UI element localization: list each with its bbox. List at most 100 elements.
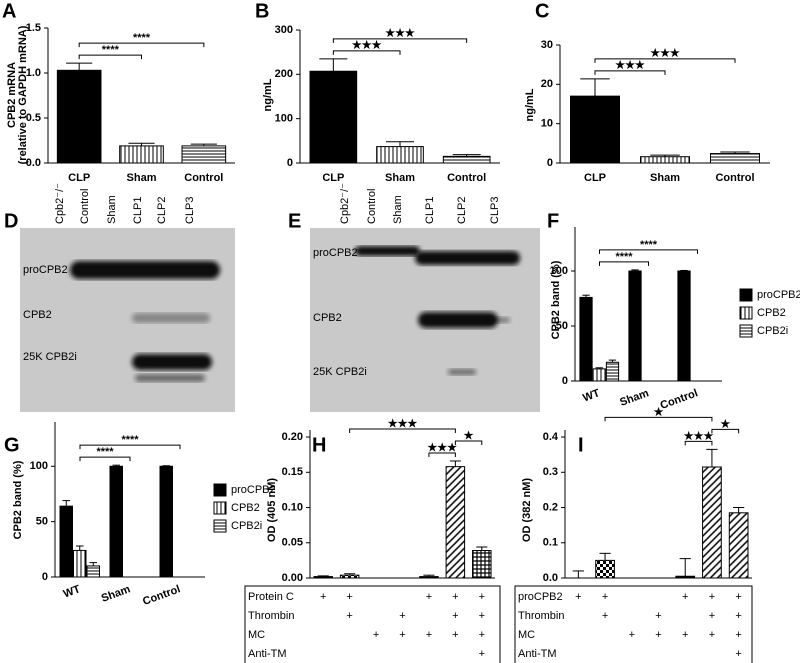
y-tick-label: 0.15 xyxy=(282,466,303,478)
significance-bracket xyxy=(332,50,401,55)
significance-bracket xyxy=(604,416,713,422)
bar xyxy=(702,466,722,579)
condition-mark: + xyxy=(373,629,379,641)
x-tick-label: Sham xyxy=(100,583,132,605)
condition-mark: + xyxy=(575,591,581,603)
error-bar xyxy=(62,500,70,507)
y-tick-label: 0.2 xyxy=(543,501,558,513)
error-bar xyxy=(386,141,414,147)
bar xyxy=(59,505,73,578)
error-bar xyxy=(190,143,217,146)
bar xyxy=(605,361,620,382)
blot-band xyxy=(448,369,476,375)
panel-letter: H xyxy=(312,434,326,456)
significance-label: **** xyxy=(102,44,120,56)
significance-label: ★★★ xyxy=(650,48,680,60)
error-bar xyxy=(580,78,610,97)
lane-label: Cpb2⁻/⁻ xyxy=(54,183,66,224)
bar xyxy=(376,146,424,164)
error-bar xyxy=(733,507,745,513)
lane-label: Sham xyxy=(392,195,404,224)
condition-mark: + xyxy=(602,591,608,603)
bar xyxy=(579,296,593,382)
error-bar xyxy=(89,562,97,566)
error-bar xyxy=(680,269,688,271)
x-tick-label: CLP xyxy=(68,172,90,184)
y-tick-label: 30 xyxy=(541,39,553,51)
x-tick-label: Control xyxy=(447,172,486,184)
significance-bracket xyxy=(349,428,456,434)
y-tick-label: 10 xyxy=(541,118,553,130)
bar xyxy=(628,270,642,382)
bar xyxy=(442,155,491,164)
condition-mark: + xyxy=(426,591,432,603)
legend-swatch xyxy=(739,288,753,302)
y-axis-label: OD (405 nM) xyxy=(266,478,278,543)
significance-label: ★★★ xyxy=(615,60,645,72)
bar xyxy=(309,70,358,164)
condition-name: MC xyxy=(248,629,265,641)
error-bar xyxy=(423,574,435,577)
y-tick-label: 300 xyxy=(275,24,293,36)
error-bar xyxy=(572,570,584,578)
error-bar xyxy=(476,546,488,551)
lane-label: Control xyxy=(366,189,378,224)
y-tick-label: 0.1 xyxy=(543,537,558,549)
y-tick-label: 50 xyxy=(36,516,48,528)
condition-mark: + xyxy=(479,610,485,622)
significance-bracket xyxy=(78,42,205,48)
legend-swatch xyxy=(213,519,227,533)
error-bar xyxy=(706,448,718,467)
significance-label: ★ xyxy=(720,418,730,430)
x-tick-label: Control xyxy=(659,387,700,412)
condition-mark: + xyxy=(735,610,741,622)
error-bar xyxy=(595,367,603,369)
y-tick-label: 0 xyxy=(42,571,48,583)
y-tick-label: 100 xyxy=(30,460,48,472)
legend-label: CPB2 xyxy=(757,307,786,319)
condition-name: Anti-TM xyxy=(248,648,287,660)
panel-letter: F xyxy=(547,210,559,232)
error-bar xyxy=(631,269,639,271)
y-tick-label: 0.00 xyxy=(282,572,303,584)
bar xyxy=(675,575,696,579)
condition-name: MC xyxy=(518,629,535,641)
legend-swatch xyxy=(213,501,227,515)
y-tick-label: 200 xyxy=(275,68,293,80)
panel-letter: E xyxy=(288,210,301,232)
significance-label: ★ xyxy=(464,430,474,442)
panel-letter: D xyxy=(4,210,18,232)
y-tick-label: 0.3 xyxy=(543,466,558,478)
x-tick-label: Sham xyxy=(650,172,680,184)
error-bar xyxy=(112,464,120,467)
condition-mark: + xyxy=(709,629,715,641)
significance-bracket xyxy=(594,70,666,75)
condition-mark: + xyxy=(709,591,715,603)
error-bar xyxy=(679,558,691,577)
x-tick-label: Control xyxy=(141,583,182,608)
significance-label: ★ xyxy=(654,406,664,418)
bar xyxy=(339,574,360,579)
y-axis-label: CPB2 mRNA xyxy=(6,62,18,128)
condition-mark: + xyxy=(602,610,608,622)
bar xyxy=(592,368,606,382)
y-tick-label: 0.4 xyxy=(543,431,559,443)
condition-mark: + xyxy=(452,629,458,641)
legend-label: CPB2i xyxy=(231,520,262,532)
condition-name: Thrombin xyxy=(518,610,564,622)
blot-band xyxy=(70,261,220,279)
significance-label: **** xyxy=(121,434,139,446)
legend-label: CPB2 xyxy=(231,502,260,514)
significance-bracket xyxy=(594,58,736,63)
condition-mark: + xyxy=(346,591,352,603)
x-tick-label: Sham xyxy=(385,172,415,184)
condition-mark: + xyxy=(426,629,432,641)
y-tick-label: 1.5 xyxy=(26,22,41,34)
y-tick-label: 100 xyxy=(550,265,568,277)
y-tick-label: 0 xyxy=(547,157,553,169)
x-tick-label: Sham xyxy=(618,387,650,409)
condition-table xyxy=(514,585,753,663)
bar xyxy=(313,576,333,579)
error-bar xyxy=(66,62,93,71)
blot-band xyxy=(132,354,212,370)
